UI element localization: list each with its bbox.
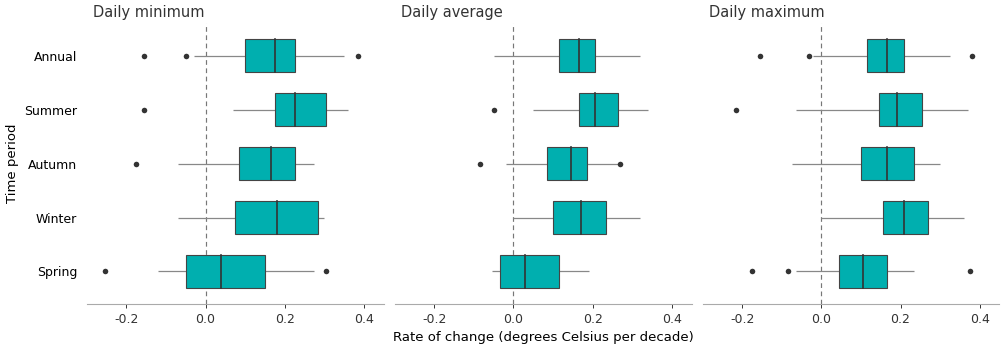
- Bar: [579, 93, 618, 126]
- Bar: [559, 40, 595, 72]
- Bar: [274, 93, 327, 126]
- Bar: [239, 147, 294, 180]
- Bar: [882, 201, 929, 234]
- Bar: [547, 147, 587, 180]
- Bar: [245, 40, 294, 72]
- Bar: [235, 201, 319, 234]
- Text: Daily minimum: Daily minimum: [92, 6, 204, 20]
- Text: Daily maximum: Daily maximum: [709, 6, 824, 20]
- Bar: [861, 147, 915, 180]
- Y-axis label: Time period: Time period: [6, 124, 18, 203]
- Bar: [878, 93, 923, 126]
- Bar: [499, 255, 559, 288]
- X-axis label: Rate of change (degrees Celsius per decade): Rate of change (degrees Celsius per deca…: [393, 331, 693, 344]
- Bar: [867, 40, 904, 72]
- Bar: [553, 201, 606, 234]
- Text: Daily average: Daily average: [401, 6, 502, 20]
- Bar: [839, 255, 886, 288]
- Bar: [186, 255, 265, 288]
